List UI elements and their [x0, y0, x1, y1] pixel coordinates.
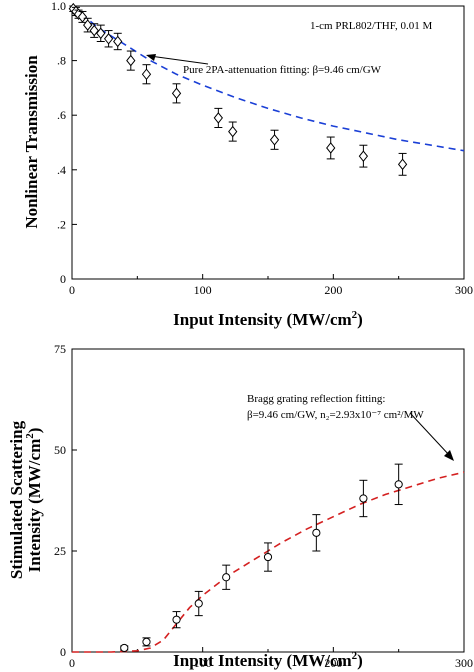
top-x-tick-label: 300 [455, 283, 473, 297]
bottom-marker [359, 494, 368, 503]
top-ticks: 0 100 200 300 0 .2 .4 .6 .8 1.0 [51, 0, 473, 297]
top-x-tick-label: 0 [69, 283, 75, 297]
bottom-y-axis-label: Stimulated Scattering Intensity (MW/cm2) [7, 420, 44, 579]
bottom-points [120, 463, 403, 653]
top-data-point [171, 83, 182, 104]
top-y-tick-label: 1.0 [51, 0, 66, 13]
top-y-tick-label: 0 [60, 272, 66, 286]
bottom-x-axis-label: Input Intensity (MW/cm2) [173, 650, 363, 670]
top-data-point [113, 32, 123, 51]
bottom-y-tick-label: 50 [54, 443, 66, 457]
top-data-point [269, 129, 280, 150]
top-y-axis-label: Nonlinear Transmission [22, 55, 41, 229]
top-x-tick-label: 200 [324, 283, 342, 297]
bottom-y-axis-label-line2: Intensity (MW/cm2) [24, 428, 44, 573]
top-data-point [141, 64, 152, 85]
top-marker [171, 87, 182, 100]
bottom-data-point [172, 611, 181, 629]
top-data-point [96, 24, 106, 42]
bottom-marker [222, 573, 231, 582]
top-marker [213, 112, 223, 124]
bottom-data-point [394, 463, 403, 506]
bottom-data-point [120, 643, 129, 653]
top-marker [397, 158, 408, 171]
top-marker [126, 54, 136, 67]
top-x-axis-label: Input Intensity (MW/cm2) [173, 309, 363, 329]
top-data-point [326, 136, 336, 160]
top-marker [269, 133, 280, 146]
top-marker [77, 11, 88, 23]
bottom-y-tick-label: 75 [54, 342, 66, 356]
bottom-marker [394, 480, 403, 489]
top-y-tick-label: .4 [57, 163, 66, 177]
top-data-point [358, 144, 369, 168]
bottom-x-tick-label: 0 [69, 656, 75, 670]
top-marker [228, 125, 238, 138]
top-marker [103, 32, 114, 45]
top-data-point [228, 121, 238, 142]
bottom-data-point [263, 542, 273, 572]
top-fit-label: Pure 2PA-attenuation fitting: β=9.46 cm/… [183, 64, 382, 76]
bottom-marker [263, 552, 273, 562]
bottom-ticks: 0 100 200 300 0 25 50 75 [54, 342, 473, 670]
bottom-x-tick-label: 100 [194, 656, 212, 670]
top-fit-arrow [149, 55, 209, 65]
bottom-y-tick-label: 0 [60, 645, 66, 659]
bottom-marker [312, 528, 321, 537]
top-data-point [126, 50, 136, 71]
bottom-y-axis-label-line1: Stimulated Scattering [7, 420, 26, 579]
bottom-data-point [312, 514, 321, 552]
top-marker [89, 24, 99, 37]
top-fit-arrowhead [146, 54, 156, 61]
bottom-marker [194, 599, 203, 608]
top-marker [141, 68, 152, 81]
top-y-tick-label: .6 [57, 108, 66, 122]
bottom-data-point [359, 479, 368, 518]
top-data-point [103, 30, 114, 48]
top-marker [96, 27, 106, 40]
top-marker [326, 142, 336, 154]
bottom-panel: 0 100 200 300 0 25 50 75 Input Intensity (MW/cm… [7, 342, 473, 670]
top-panel: 0 100 200 300 0 .2 .4 .6 .8 1.0 Input Intensity (… [22, 0, 473, 329]
bottom-data-point [194, 590, 203, 617]
bottom-data-point [142, 637, 151, 647]
top-marker [358, 150, 369, 162]
bottom-x-tick-label: 200 [324, 656, 342, 670]
top-data-point [213, 107, 223, 128]
bottom-x-tick-label: 300 [455, 656, 473, 670]
bottom-marker [142, 637, 151, 647]
top-x-tick-label: 100 [194, 283, 212, 297]
bottom-fit-arrow [409, 412, 451, 457]
top-data-point [89, 23, 99, 38]
top-plot-frame [71, 5, 465, 280]
bottom-y-tick-label: 25 [54, 544, 66, 558]
top-y-tick-label: .8 [57, 54, 66, 68]
top-sample-label: 1-cm PRL802/THF, 0.01 M [310, 20, 432, 32]
bottom-marker [120, 643, 129, 653]
bottom-fit-label-line2: β=9.46 cm/GW, n₂=2.93x10⁻⁷ cm²/MW [247, 409, 424, 421]
bottom-marker [172, 615, 181, 624]
top-data-point [77, 10, 88, 23]
top-marker [113, 35, 123, 48]
top-y-tick-label: .2 [57, 217, 66, 231]
bottom-fit-arrowhead [444, 450, 454, 461]
top-data-point [397, 152, 408, 176]
bottom-fit-label-line1: Bragg grating reflection fitting: [247, 393, 385, 405]
top-points [68, 2, 408, 176]
bottom-data-point [222, 564, 231, 590]
